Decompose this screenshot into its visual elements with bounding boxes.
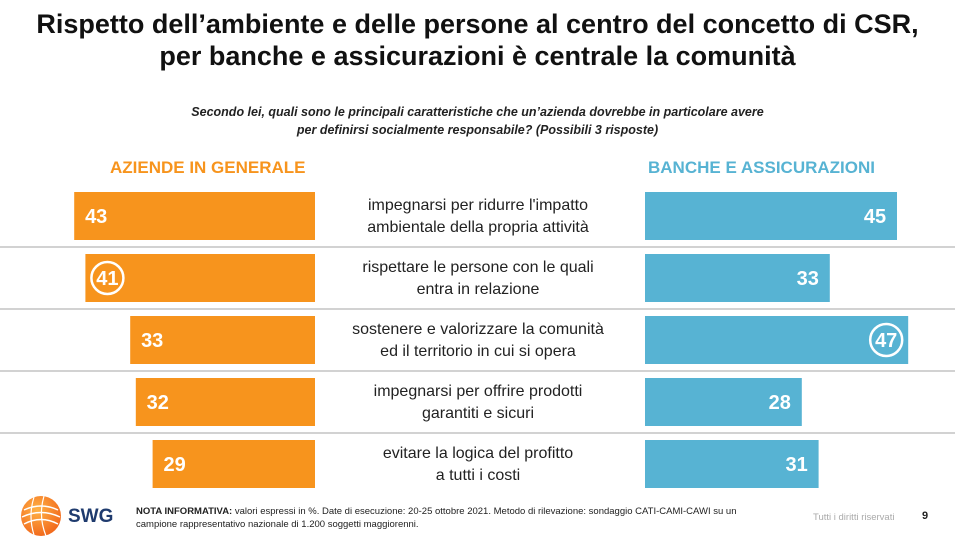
left-column-header: AZIENDE IN GENERALE xyxy=(110,158,306,177)
swg-logo-text: SWG xyxy=(68,506,114,527)
bar-banche xyxy=(645,440,819,488)
category-label: a tutti i costi xyxy=(436,467,520,484)
category-label: sostenere e valorizzare la comunità xyxy=(352,321,604,338)
value-label-banche: 28 xyxy=(769,392,791,414)
bar-aziende xyxy=(135,378,315,426)
category-label: impegnarsi per offrire prodotti xyxy=(374,383,583,400)
category-label: impegnarsi per ridurre l'impatto xyxy=(368,197,588,214)
page-number: 9 xyxy=(922,510,929,522)
value-label-banche: 33 xyxy=(797,268,819,290)
category-label: garantiti e sicuri xyxy=(422,405,534,422)
category-label: evitare la logica del profitto xyxy=(383,445,573,462)
title-line-2: per banche e assicurazioni è centrale la… xyxy=(159,41,796,71)
bar-aziende xyxy=(152,440,315,488)
value-label-banche: 47 xyxy=(875,330,897,352)
value-label-aziende: 32 xyxy=(147,392,169,414)
right-column-header: BANCHE E ASSICURAZIONI xyxy=(648,158,875,177)
category-label: ed il territorio in cui si opera xyxy=(380,343,576,360)
title-line-1: Rispetto dell’ambiente e delle persone a… xyxy=(36,9,919,39)
category-label: entra in relazione xyxy=(417,281,540,298)
bar-banche xyxy=(645,316,909,364)
butterfly-bar-chart: 43 45 impegnarsi per ridurre l'impatto ambi… xyxy=(0,192,955,488)
highlight-circle xyxy=(90,260,125,296)
value-label-banche: 31 xyxy=(785,454,807,476)
question-line-1: Secondo lei, quali sono le principali ca… xyxy=(191,105,764,119)
footnote-label: NOTA INFORMATIVA: xyxy=(136,506,233,517)
value-label-aziende: 41 xyxy=(96,268,118,290)
value-label-aziende: 43 xyxy=(85,206,107,228)
question-line-2: per definirsi socialmente responsabile? … xyxy=(296,123,659,137)
rights-reserved: Tutti i diritti riservati xyxy=(813,512,895,523)
value-label-aziende: 29 xyxy=(163,454,185,476)
footnote: NOTA INFORMATIVA: valori espressi in %. … xyxy=(136,505,756,531)
page-title: Rispetto dell’ambiente e delle persone a… xyxy=(0,8,955,72)
swg-logo-icon xyxy=(21,495,61,537)
value-label-banche: 45 xyxy=(864,206,886,228)
bar-banche xyxy=(645,192,897,240)
footnote-text: valori espressi in %. Date di esecuzione… xyxy=(136,506,737,530)
category-label: ambientale della propria attività xyxy=(367,219,589,236)
category-label: rispettare le persone con le quali xyxy=(362,259,593,276)
highlight-circle xyxy=(868,322,904,358)
bar-banche xyxy=(645,254,830,302)
value-label-aziende: 33 xyxy=(141,330,163,352)
bar-aziende xyxy=(74,192,315,240)
bar-aziende xyxy=(130,316,315,364)
bar-banche xyxy=(645,378,802,426)
survey-question: Secondo lei, quali sono le principali ca… xyxy=(0,103,955,139)
